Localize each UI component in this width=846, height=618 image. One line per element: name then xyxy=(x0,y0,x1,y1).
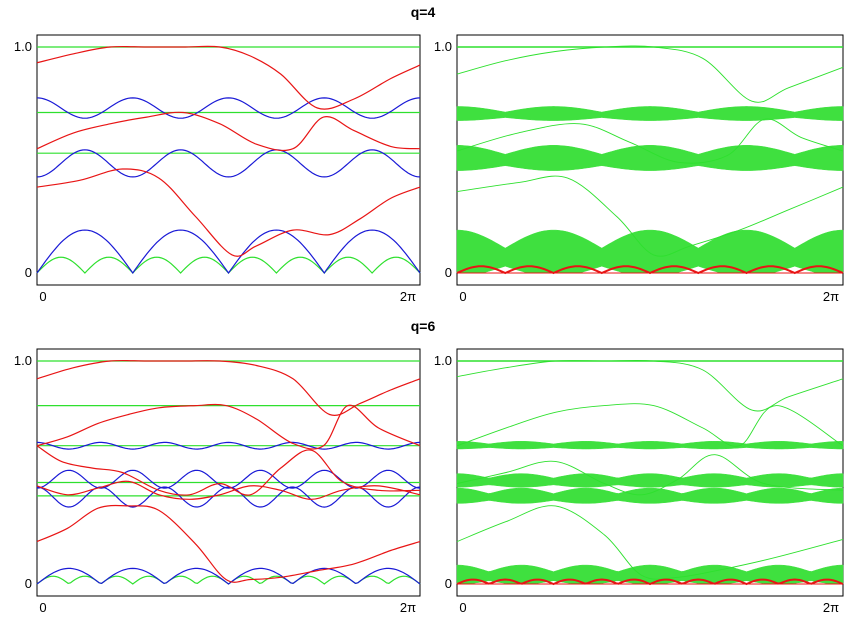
band-1 xyxy=(456,145,844,171)
blue-series-6 xyxy=(36,441,421,450)
band-2 xyxy=(456,487,844,504)
blue-series-9 xyxy=(36,567,421,585)
y-tick-label-0: 0 xyxy=(25,576,32,591)
blue-series-6 xyxy=(36,229,421,275)
blue-series-8 xyxy=(36,486,421,508)
band-2 xyxy=(456,229,844,274)
band-1 xyxy=(456,473,844,488)
panel-q6-spectrum-bands: 0 2π 0 1.0 xyxy=(434,348,844,615)
y-tick-label-0: 0 xyxy=(25,265,32,280)
red-series-12 xyxy=(36,445,421,496)
thin-line-3 xyxy=(456,505,844,580)
thin-line-1 xyxy=(456,118,844,164)
blue-series-7 xyxy=(36,469,421,489)
x-tick-label-0: 0 xyxy=(459,289,466,304)
x-tick-label-0: 0 xyxy=(39,289,46,304)
y-tick-label-0: 0 xyxy=(445,576,452,591)
red-series-13 xyxy=(36,480,421,500)
red-series-9 xyxy=(36,168,421,257)
thin-line-1 xyxy=(456,403,844,447)
y-tick-label-1: 1.0 xyxy=(434,39,452,54)
red-series-14 xyxy=(36,504,421,583)
thin-line-0 xyxy=(456,359,844,412)
blue-series-5 xyxy=(36,149,421,178)
x-tick-label-0: 0 xyxy=(39,600,46,615)
y-tick-label-0: 0 xyxy=(445,265,452,280)
blue-series-4 xyxy=(36,97,421,119)
y-tick-label-1: 1.0 xyxy=(434,353,452,368)
thin-line-0 xyxy=(456,45,844,103)
red-series-7 xyxy=(36,45,421,110)
x-tick-label-2pi: 2π xyxy=(823,600,839,615)
plot-frame xyxy=(456,348,844,597)
x-tick-label-2pi: 2π xyxy=(823,289,839,304)
red-series-11 xyxy=(36,403,421,450)
thin-line-2 xyxy=(456,175,844,257)
y-tick-label-1: 1.0 xyxy=(14,353,32,368)
panel-q4-spectrum-lines: 0 2π 0 1.0 xyxy=(14,34,421,304)
plot-frame xyxy=(36,348,421,597)
green-series-5 xyxy=(36,575,421,585)
x-tick-label-2pi: 2π xyxy=(400,289,416,304)
row-title-q6: q=6 xyxy=(411,318,436,334)
panel-q4-spectrum-bands: 0 2π 0 1.0 xyxy=(434,34,844,304)
green-series-3 xyxy=(36,256,421,274)
row-title-q4: q=4 xyxy=(411,4,436,20)
x-tick-label-0: 0 xyxy=(459,600,466,615)
red-series-10 xyxy=(36,359,421,416)
band-0 xyxy=(456,441,844,450)
y-tick-label-1: 1.0 xyxy=(14,39,32,54)
thin-line-2 xyxy=(456,454,844,496)
band-0 xyxy=(456,106,844,121)
panel-q6-spectrum-lines: 0 2π 0 1.0 xyxy=(14,348,421,615)
x-tick-label-2pi: 2π xyxy=(400,600,416,615)
red-series-8 xyxy=(36,111,421,152)
plot-frame xyxy=(36,34,421,286)
